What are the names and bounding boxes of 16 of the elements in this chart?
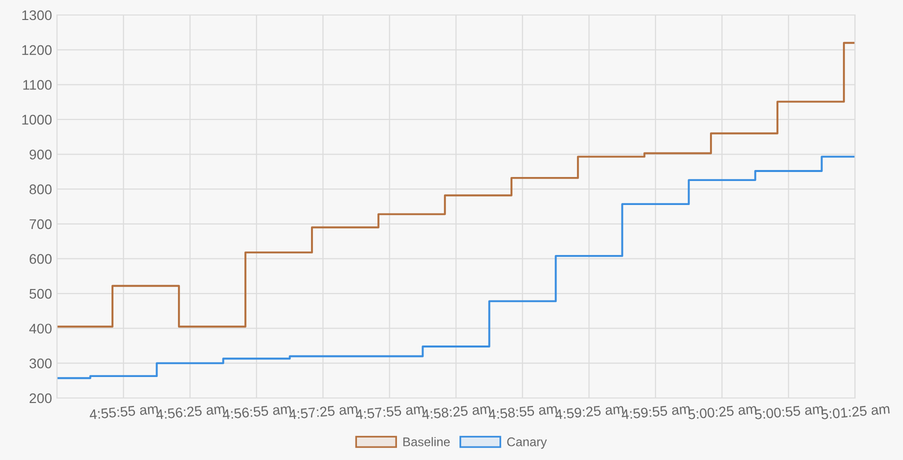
y-tick-label: 1200 (22, 45, 52, 55)
x-tick-label: 5:01:25 am (820, 404, 890, 420)
y-tick-label: 200 (30, 393, 52, 404)
legend-label: Baseline (403, 437, 450, 446)
y-tick-label: 1100 (23, 80, 52, 90)
y-tick-label: 800 (30, 184, 52, 194)
y-tick-label: 600 (30, 254, 52, 264)
y-tick-label: 400 (29, 324, 52, 334)
y-tick-label: 500 (30, 288, 52, 299)
y-tick-label: 700 (30, 219, 52, 230)
y-tick-label: 1000 (22, 114, 52, 125)
legend-label: Canary (507, 437, 547, 449)
y-tick-label: 1300 (22, 10, 52, 20)
x-tick-label: 5:00:25 am (688, 404, 757, 420)
y-tick-label: 300 (30, 358, 52, 368)
y-tick-label: 900 (30, 150, 52, 160)
